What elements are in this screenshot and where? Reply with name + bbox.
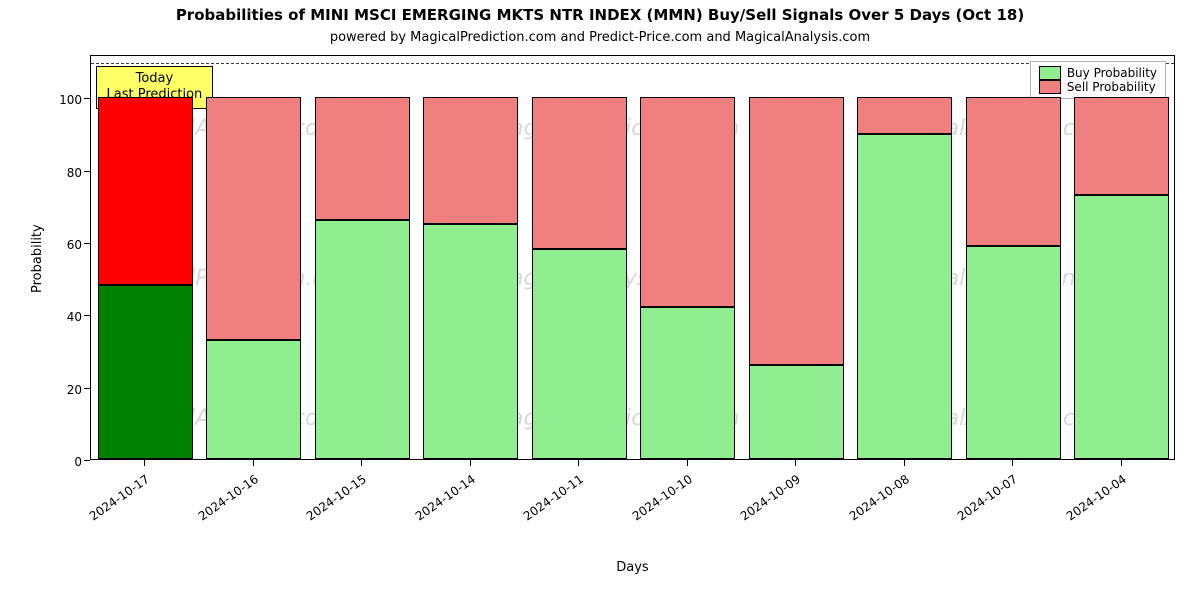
y-tick-label: 100 — [50, 93, 82, 107]
x-tick-mark — [795, 460, 796, 466]
legend-swatch-buy — [1039, 66, 1061, 80]
bar-sell — [857, 97, 952, 133]
x-tick-mark — [361, 460, 362, 466]
legend-item-sell: Sell Probability — [1039, 80, 1157, 94]
bar-sell — [315, 97, 410, 220]
y-tick-mark — [84, 460, 90, 461]
x-tick-label: 2024-10-04 — [1064, 472, 1129, 523]
legend-swatch-sell — [1039, 80, 1061, 94]
bar-sell — [98, 97, 193, 285]
bar-sell — [423, 97, 518, 224]
bar-buy — [640, 307, 735, 459]
bar-buy — [966, 246, 1061, 459]
plot-area: MagicalAnalysis.com MagicalPrediction.co… — [90, 55, 1175, 460]
y-axis-label: Probability — [30, 224, 45, 293]
x-tick-label: 2024-10-15 — [304, 472, 369, 523]
x-tick-mark — [144, 460, 145, 466]
x-tick-label: 2024-10-16 — [196, 472, 261, 523]
x-tick-label: 2024-10-11 — [521, 472, 586, 523]
callout-line: Today — [107, 71, 203, 87]
chart-figure: Probabilities of MINI MSCI EMERGING MKTS… — [0, 0, 1200, 600]
reference-line — [91, 63, 1174, 64]
bar-sell — [966, 97, 1061, 245]
x-tick-label: 2024-10-10 — [630, 472, 695, 523]
y-tick-label: 80 — [50, 166, 82, 180]
y-tick-mark — [84, 388, 90, 389]
y-tick-mark — [84, 315, 90, 316]
bar-buy — [1074, 195, 1169, 459]
y-tick-label: 20 — [50, 383, 82, 397]
legend-label-sell: Sell Probability — [1067, 80, 1156, 94]
bar-buy — [857, 134, 952, 459]
y-tick-mark — [84, 171, 90, 172]
y-tick-mark — [84, 243, 90, 244]
bar-sell — [1074, 97, 1169, 195]
bar-buy — [749, 365, 844, 459]
x-tick-label: 2024-10-17 — [87, 472, 152, 523]
x-tick-mark — [904, 460, 905, 466]
x-tick-mark — [1012, 460, 1013, 466]
bar-buy — [532, 249, 627, 459]
y-tick-label: 60 — [50, 238, 82, 252]
x-tick-mark — [470, 460, 471, 466]
x-tick-mark — [1121, 460, 1122, 466]
bar-buy — [315, 220, 410, 459]
chart-title: Probabilities of MINI MSCI EMERGING MKTS… — [0, 6, 1200, 24]
x-tick-mark — [578, 460, 579, 466]
bar-sell — [749, 97, 844, 365]
bar-buy — [206, 340, 301, 459]
bar-buy — [423, 224, 518, 459]
y-tick-mark — [84, 98, 90, 99]
bar-buy — [98, 285, 193, 459]
chart-subtitle: powered by MagicalPrediction.com and Pre… — [0, 30, 1200, 45]
legend-item-buy: Buy Probability — [1039, 66, 1157, 80]
legend: Buy Probability Sell Probability — [1030, 61, 1166, 99]
x-tick-label: 2024-10-07 — [955, 472, 1020, 523]
x-tick-label: 2024-10-09 — [738, 472, 803, 523]
y-tick-label: 0 — [50, 455, 82, 469]
x-tick-label: 2024-10-08 — [847, 472, 912, 523]
legend-label-buy: Buy Probability — [1067, 66, 1157, 80]
bar-sell — [640, 97, 735, 307]
bar-sell — [532, 97, 627, 249]
bar-sell — [206, 97, 301, 339]
x-tick-mark — [253, 460, 254, 466]
x-tick-mark — [687, 460, 688, 466]
x-axis-label: Days — [90, 560, 1175, 575]
x-tick-label: 2024-10-14 — [413, 472, 478, 523]
y-tick-label: 40 — [50, 310, 82, 324]
